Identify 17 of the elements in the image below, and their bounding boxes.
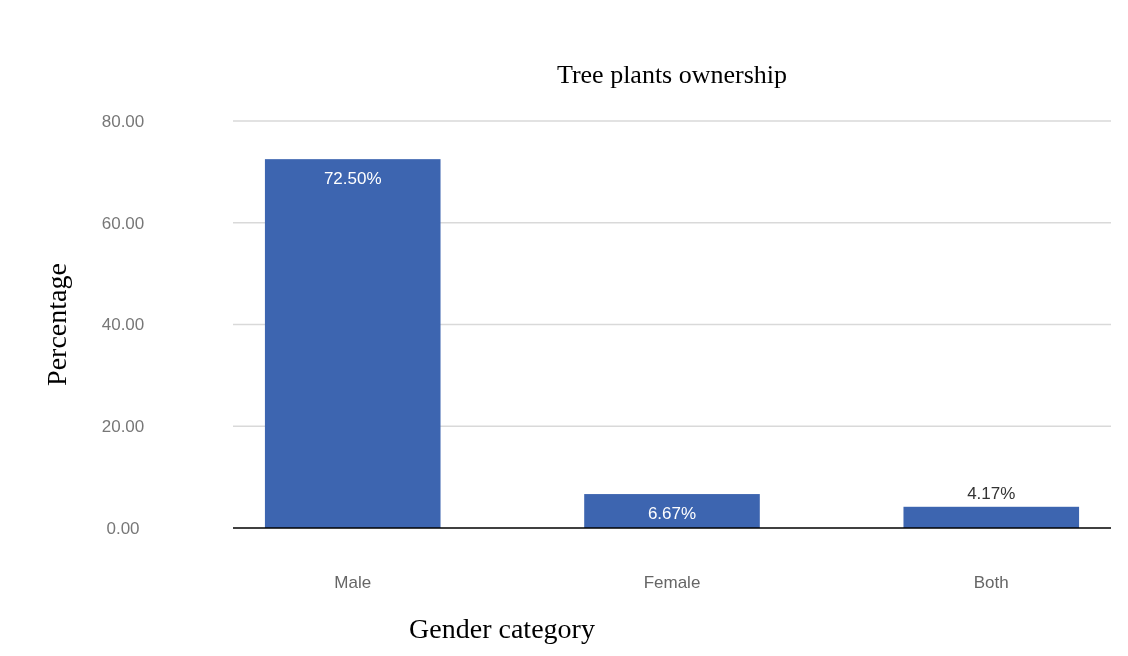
y-tick-label: 40.00: [101, 315, 145, 335]
x-tick-label: Male: [334, 573, 372, 592]
bar: [584, 494, 760, 528]
chart-title: Tree plants ownership: [556, 60, 788, 89]
y-tick-label: 0.00: [106, 518, 140, 538]
y-axis-title: Percentage: [41, 263, 72, 386]
x-tick-label: Both: [973, 573, 1009, 592]
data-label: 72.50%: [323, 169, 382, 189]
x-tick-label: Female: [643, 573, 701, 592]
y-tick-label: 80.00: [101, 111, 145, 131]
bar: [264, 159, 441, 528]
bar: [903, 506, 1080, 528]
y-tick-label: 20.00: [101, 417, 145, 437]
y-tick-label: 60.00: [101, 213, 145, 233]
data-label: 6.67%: [647, 504, 697, 524]
x-axis-title: Gender category: [409, 613, 595, 644]
data-label: 4.17%: [967, 483, 1016, 503]
